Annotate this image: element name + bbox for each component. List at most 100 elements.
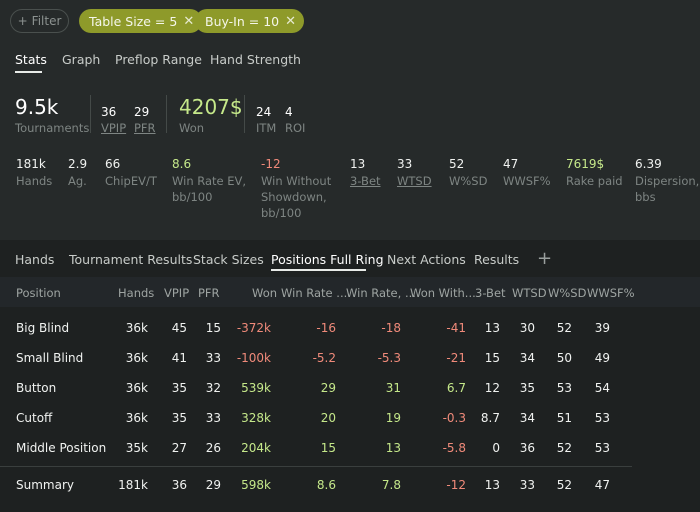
- table-cell: 33: [205, 411, 221, 425]
- table-cell: 27: [171, 441, 187, 455]
- stat-wtsd-value: 33: [397, 157, 413, 171]
- table-header: [0, 277, 700, 307]
- tab-stats[interactable]: Stats: [15, 52, 47, 67]
- stat-3bet-label[interactable]: 3-Bet: [350, 174, 381, 188]
- column-header[interactable]: VPIP: [164, 286, 190, 300]
- tab-hand-strength[interactable]: Hand Strength: [210, 52, 301, 67]
- table-cell: 13: [484, 478, 500, 492]
- roi-value: 4: [285, 105, 293, 119]
- row-label: Small Blind: [16, 351, 84, 365]
- filter-button[interactable]: + Filter: [10, 9, 69, 33]
- column-header[interactable]: Won With...: [410, 286, 476, 300]
- table-cell: 34: [519, 411, 535, 425]
- tournaments-value: 9.5k: [15, 95, 59, 119]
- filter-chip-table-size[interactable]: Table Size = 5 ✕: [79, 9, 203, 33]
- pfr-label[interactable]: PFR: [134, 121, 156, 135]
- table-cell: 35: [171, 411, 187, 425]
- row-label: Big Blind: [16, 321, 70, 335]
- table-cell: 35: [171, 381, 187, 395]
- divider: [166, 95, 167, 133]
- close-icon[interactable]: ✕: [285, 13, 297, 29]
- table-cell: 26: [205, 441, 221, 455]
- table-cell: 15: [484, 351, 500, 365]
- stat-winrate-ev-label: Win Rate EV, bb/100: [172, 174, 247, 204]
- table-cell: 49: [594, 351, 610, 365]
- stat-wsd-label: W%SD: [449, 174, 488, 188]
- won-label: Won: [179, 121, 205, 135]
- table-cell: -12: [446, 478, 466, 492]
- tab-graph[interactable]: Graph: [62, 52, 101, 67]
- itm-label: ITM: [256, 121, 277, 135]
- chip-label: Buy-In = 10: [205, 13, 280, 29]
- stat-wwsf-value: 47: [503, 157, 519, 171]
- table-cell: 328k: [241, 411, 271, 425]
- column-header[interactable]: Win Rate ...: [281, 286, 348, 300]
- table-cell: 31: [385, 381, 401, 395]
- add-tab-icon[interactable]: +: [537, 248, 553, 269]
- tab-stack-sizes[interactable]: Stack Sizes: [193, 252, 264, 267]
- table-cell: 13: [484, 321, 500, 335]
- row-label: Cutoff: [16, 411, 53, 425]
- column-header[interactable]: WTSD: [512, 286, 547, 300]
- stat-winrate-ev-value: 8.6: [172, 157, 192, 171]
- stat-rake-label: Rake paid: [566, 174, 623, 188]
- tab-preflop-range[interactable]: Preflop Range: [115, 52, 202, 67]
- pfr-value: 29: [134, 105, 150, 119]
- table-cell: -16: [316, 321, 336, 335]
- row-label: Button: [16, 381, 57, 395]
- filter-chip-buy-in[interactable]: Buy-In = 10 ✕: [195, 9, 305, 33]
- column-header[interactable]: Hands: [118, 286, 155, 300]
- table-cell: 35: [519, 381, 535, 395]
- column-header[interactable]: W%SD: [548, 286, 587, 300]
- close-icon[interactable]: ✕: [183, 13, 195, 29]
- stat-wws-value: -12: [261, 157, 281, 171]
- table-cell: 8.6: [316, 478, 336, 492]
- tab-positions-full-ring[interactable]: Positions Full Ring: [271, 252, 384, 267]
- table-cell: -18: [381, 321, 401, 335]
- column-header[interactable]: Win Rate, ...: [346, 286, 416, 300]
- table-cell: 15: [205, 321, 221, 335]
- table-cell: 7.8: [381, 478, 401, 492]
- table-cell: -372k: [236, 321, 271, 335]
- column-header[interactable]: 3-Bet: [475, 286, 506, 300]
- table-cell: 19: [385, 411, 401, 425]
- tab-hands[interactable]: Hands: [15, 252, 55, 267]
- table-cell: 36k: [125, 411, 148, 425]
- vpip-label[interactable]: VPIP: [101, 121, 127, 135]
- vpip-value: 36: [101, 105, 117, 119]
- stat-hands-value: 181k: [16, 157, 46, 171]
- table-cell: 204k: [241, 441, 271, 455]
- table-cell: 34: [519, 351, 535, 365]
- table-cell: 29: [320, 381, 336, 395]
- table-cell: 13: [385, 441, 401, 455]
- table-cell: 52: [556, 478, 572, 492]
- table-cell: 52: [556, 441, 572, 455]
- stat-chipev-value: 66: [105, 157, 121, 171]
- table-cell: 6.7: [446, 381, 466, 395]
- tab-results[interactable]: Results: [474, 252, 520, 267]
- table-cell: 36k: [125, 321, 148, 335]
- row-label: Middle Position: [16, 441, 107, 455]
- table-cell: 36k: [125, 351, 148, 365]
- tab-next-actions[interactable]: Next Actions: [387, 252, 466, 267]
- column-header[interactable]: Won: [252, 286, 278, 300]
- table-cell: 47: [594, 478, 610, 492]
- column-header[interactable]: Position: [16, 286, 61, 300]
- stat-wtsd-label[interactable]: WTSD: [397, 174, 432, 188]
- table-cell: 54: [594, 381, 610, 395]
- stat-hands-label: Hands: [16, 174, 53, 188]
- tab-tournament-results[interactable]: Tournament Results: [69, 252, 193, 267]
- table-cell: 33: [205, 351, 221, 365]
- column-header[interactable]: PFR: [198, 286, 220, 300]
- column-header[interactable]: WWSF%: [587, 286, 635, 300]
- table-cell: -21: [446, 351, 466, 365]
- divider: [244, 95, 245, 133]
- table-cell: 52: [556, 321, 572, 335]
- table-cell: 51: [556, 411, 572, 425]
- table-cell: 36: [171, 478, 187, 492]
- table-cell: 20: [320, 411, 336, 425]
- stat-chipev-label: ChipEV/T: [105, 174, 157, 188]
- table-cell: 8.7: [480, 411, 500, 425]
- divider: [90, 95, 91, 133]
- tournaments-label: Tournaments: [15, 121, 90, 135]
